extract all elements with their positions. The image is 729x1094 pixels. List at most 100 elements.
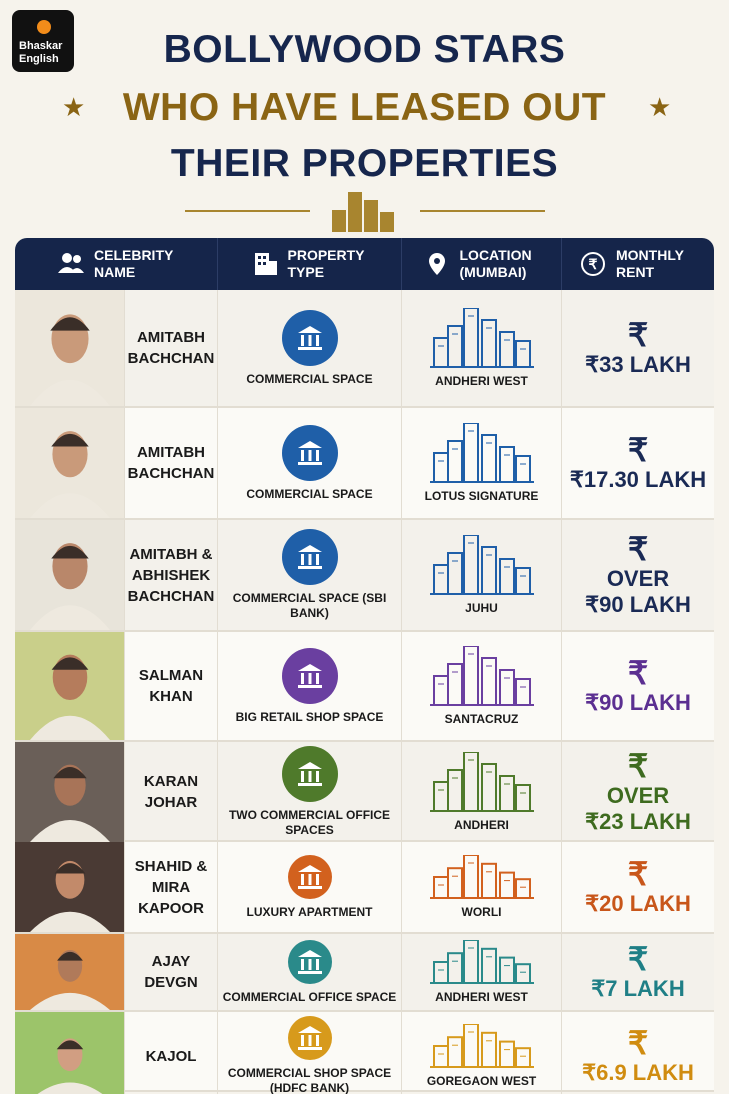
location: WORLI [461, 904, 502, 919]
property-icon [287, 1016, 332, 1060]
title-line: WHO HAVE LEASED OUT [122, 86, 607, 129]
logo: Bhaskar English [12, 10, 74, 72]
celebrity-name: AMITABH BACHCHAN [125, 290, 218, 406]
rent-cell: ₹ OVER ₹90 LAKH [562, 520, 714, 630]
photo [15, 934, 125, 1010]
rent-cell: ₹ ₹90 LAKH [562, 632, 714, 740]
header-label: PROPERTY TYPE [287, 247, 365, 280]
header-label: CELEBRITY NAME [94, 247, 174, 280]
rupee-icon: ₹ [627, 941, 649, 977]
property-type: LUXURY APARTMENT [246, 904, 373, 919]
rent-cell: ₹ ₹7 LAKH [562, 934, 714, 1010]
location-illustration [429, 422, 534, 483]
location: JUHU [465, 600, 498, 615]
photo [15, 520, 125, 630]
monthly-rent: ₹6.9 LAKH [582, 1060, 694, 1085]
photo [15, 742, 125, 842]
location: SANTACRUZ [444, 711, 519, 726]
header-icon [58, 253, 84, 273]
monthly-rent: ₹20 LAKH [585, 891, 691, 916]
monthly-rent: ₹17.30 LAKH [569, 467, 707, 492]
property-icon [281, 309, 338, 366]
property-type: COMMERCIAL OFFICE SPACE [222, 989, 397, 1004]
monthly-rent: ₹7 LAKH [591, 976, 685, 1001]
table-header: CELEBRITY NAME PROPERTY TYPE LOCATION (MUM… [15, 238, 714, 290]
monthly-rent: ₹90 LAKH [585, 690, 691, 715]
rupee-icon: ₹ [627, 317, 649, 353]
monthly-rent: ₹33 LAKH [585, 352, 691, 377]
header-cell: ₹ MONTHLY RENT [562, 238, 714, 290]
celebrity-name: KARAN JOHAR [125, 742, 218, 842]
property-icon [281, 746, 338, 802]
star: ★ [648, 92, 672, 122]
portrait [29, 543, 110, 630]
property-icon [281, 529, 338, 585]
portrait [29, 860, 110, 932]
photo [15, 1012, 125, 1094]
property-cell: LUXURY APARTMENT [218, 842, 402, 932]
rupee-icon: ₹ [627, 748, 649, 784]
monthly-rent: ₹90 LAKH [585, 592, 691, 617]
svg-text:₹: ₹ [589, 256, 598, 272]
portrait [29, 764, 110, 842]
property-cell: BIG RETAIL SHOP SPACE [218, 632, 402, 740]
property-cell: COMMERCIAL SHOP SPACE (HDFC BANK) [218, 1012, 402, 1094]
monthly-rent: ₹23 LAKH [585, 809, 691, 834]
header-icon [254, 253, 277, 275]
portrait [29, 431, 110, 518]
celebrity-name: SALMAN KHAN [125, 632, 218, 740]
divider [185, 210, 310, 212]
photo [15, 290, 125, 406]
rupee-icon: ₹ [627, 1025, 649, 1061]
location: ANDHERI WEST [435, 373, 528, 388]
property-cell: COMMERCIAL SPACE [218, 290, 402, 406]
header-label: MONTHLY RENT [616, 247, 684, 280]
property-cell: COMMERCIAL SPACE (SBI BANK) [218, 520, 402, 630]
table-row: SHAHID & MIRA KAPOOR LUXURY APARTMENT WORL… [15, 842, 714, 934]
rent-cell: ₹ ₹20 LAKH [562, 842, 714, 932]
location-illustration [429, 939, 534, 984]
location: ANDHERI [454, 817, 509, 832]
portrait [29, 654, 110, 740]
property-type: COMMERCIAL SPACE [246, 486, 373, 501]
location-illustration [429, 1023, 534, 1068]
table-row: KARAN JOHAR TWO COMMERCIAL OFFICE SPACES A… [15, 742, 714, 842]
location-cell: LOTUS SIGNATURE [402, 408, 562, 518]
location-cell: WORLI [402, 842, 562, 932]
location: LOTUS SIGNATURE [424, 488, 539, 503]
table: CELEBRITY NAME PROPERTY TYPE LOCATION (MUM… [15, 238, 714, 1094]
property-type: TWO COMMERCIAL OFFICE SPACES [228, 808, 391, 837]
celebrity-name: SHAHID & MIRA KAPOOR [125, 842, 218, 932]
location-cell: ANDHERI WEST [402, 290, 562, 406]
table-row: SALMAN KHAN BIG RETAIL SHOP SPACE SANTACRU… [15, 632, 714, 742]
property-icon [281, 647, 338, 704]
table-row: KAJOL COMMERCIAL SHOP SPACE (HDFC BANK) GO… [15, 1012, 714, 1094]
celebrity-name: AMITABH & ABHISHEK BACHCHAN [125, 520, 218, 630]
rupee-icon: ₹ [627, 531, 649, 567]
location-illustration [429, 751, 534, 812]
property-cell: COMMERCIAL OFFICE SPACE [218, 934, 402, 1010]
header-label: LOCATION (MUMBAI) [459, 247, 532, 280]
rent-cell: ₹ ₹6.9 LAKH [562, 1012, 714, 1094]
rupee-icon: ₹ [627, 655, 649, 691]
title-line: THEIR PROPERTIES [170, 142, 559, 185]
location-cell: ANDHERI [402, 742, 562, 842]
photo [15, 632, 125, 740]
portrait [37, 1038, 102, 1094]
location-illustration [429, 307, 534, 368]
property-icon [281, 424, 338, 481]
rent-note: OVER [606, 566, 670, 591]
location-illustration [429, 854, 534, 899]
portrait [29, 314, 110, 406]
location-illustration [429, 645, 534, 706]
table-row: AMITABH & ABHISHEK BACHCHAN COMMERCIAL SP… [15, 520, 714, 632]
header-cell: PROPERTY TYPE [218, 238, 402, 290]
header-cell: LOCATION (MUMBAI) [402, 238, 562, 290]
celebrity-name: AJAY DEVGN [125, 934, 218, 1010]
celebrity-name: AMITABH BACHCHAN [125, 408, 218, 518]
location: GOREGAON WEST [426, 1073, 537, 1088]
header-icon: ₹ [581, 252, 605, 276]
star: ★ [62, 92, 86, 122]
location-cell: ANDHERI WEST [402, 934, 562, 1010]
